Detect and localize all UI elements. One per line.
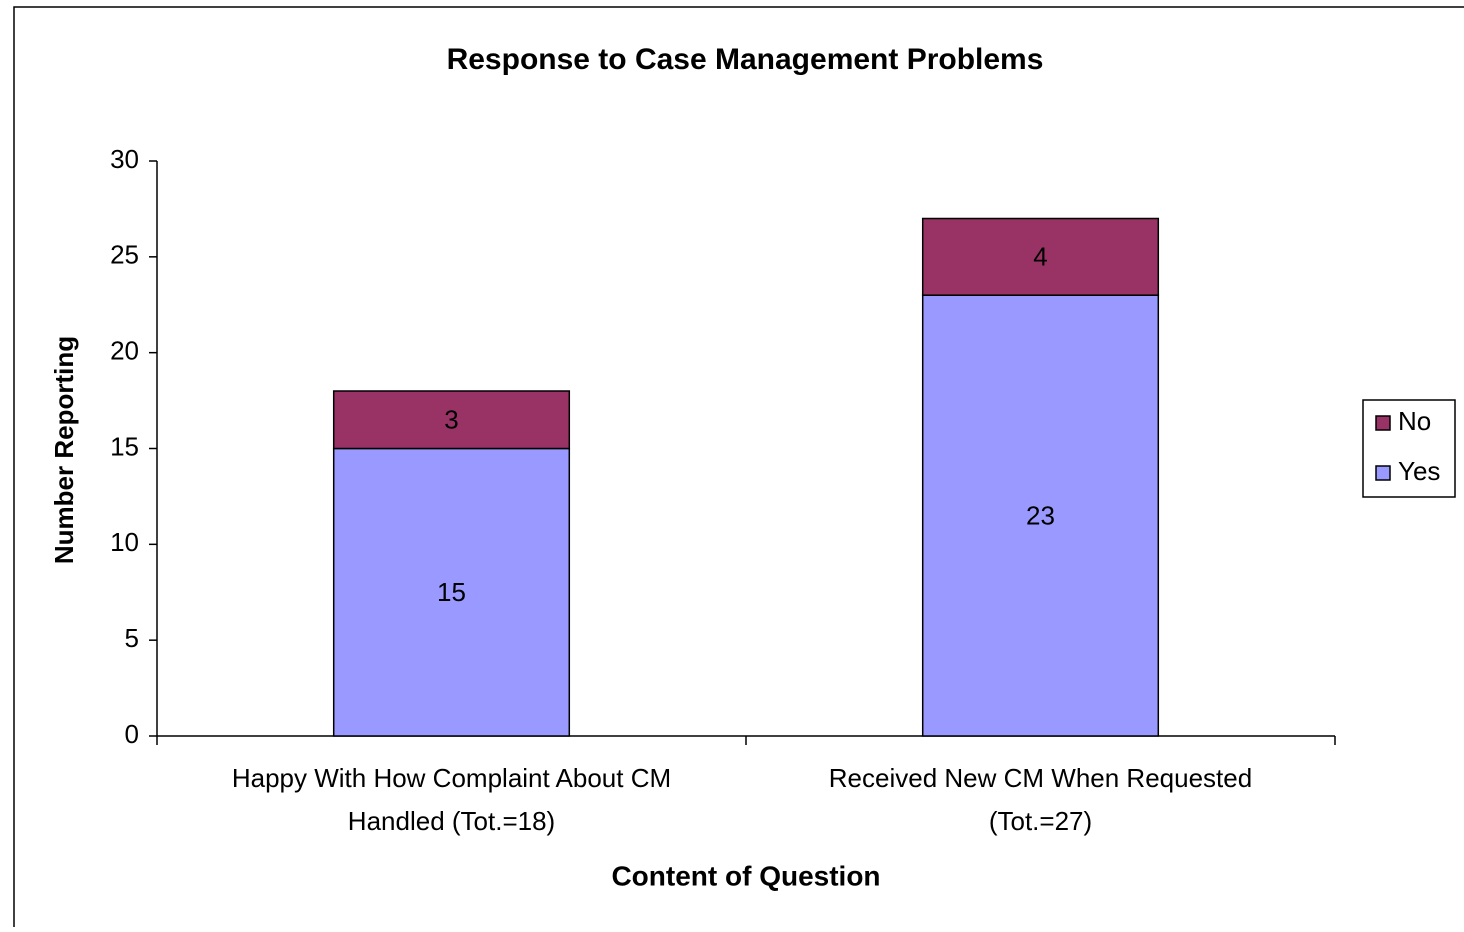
legend-label: Yes (1398, 456, 1440, 486)
legend-swatch (1375, 415, 1391, 431)
legend-swatch (1375, 465, 1391, 481)
data-label: 15 (437, 577, 466, 607)
y-tick-label: 0 (125, 719, 139, 749)
bar-segment (332, 447, 571, 737)
y-tick-label: 25 (110, 240, 139, 270)
data-label: 3 (444, 405, 458, 435)
chart-frame (13, 6, 1464, 932)
x-tick-label: Received New CM When Requested (829, 763, 1252, 793)
y-tick-label: 30 (110, 144, 139, 174)
x-axis-label: Content of Question (611, 860, 880, 891)
y-tick-label: 10 (110, 527, 139, 557)
chart-title: Response to Case Management Problems (447, 43, 1044, 76)
y-tick-label: 20 (110, 336, 139, 366)
data-label: 23 (1026, 500, 1055, 530)
legend-label: No (1398, 406, 1431, 436)
data-label: 4 (1033, 242, 1047, 272)
y-tick-label: 5 (125, 623, 139, 653)
y-axis-label: Number Reporting (49, 336, 79, 564)
bar-segment (921, 217, 1160, 296)
x-tick-label: Happy With How Complaint About CM (232, 763, 671, 793)
bar-segment (921, 294, 1160, 737)
y-tick-label: 15 (110, 431, 139, 461)
bar-segment (332, 390, 571, 450)
x-tick-label: Handled (Tot.=18) (348, 806, 555, 836)
x-tick-label: (Tot.=27) (989, 806, 1092, 836)
